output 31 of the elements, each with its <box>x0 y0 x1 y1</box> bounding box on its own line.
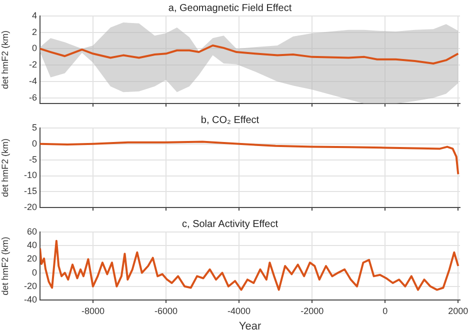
y-tick-label: -6 <box>28 92 37 102</box>
y-axis-title: det hmF2 (km) <box>0 236 10 296</box>
chart-title: c, Solar Activity Effect <box>182 218 278 230</box>
y-tick-label: 0 <box>32 138 37 148</box>
x-tick-label: -4000 <box>228 306 251 316</box>
x-tick-label: -6000 <box>154 306 178 316</box>
y-tick-label: -15 <box>24 186 37 196</box>
y-tick-label: 60 <box>26 226 37 236</box>
chart-title: a, Geomagnetic Field Effect <box>168 2 292 14</box>
y-axis-title: det hmF2 (km) <box>0 138 10 198</box>
y-tick-label: 5 <box>32 122 37 132</box>
y-tick-label: -4 <box>28 76 37 86</box>
y-tick-label: -20 <box>24 202 37 212</box>
x-tick-label: -8000 <box>81 306 104 316</box>
y-tick-label: -40 <box>24 294 37 304</box>
y-tick-label: 40 <box>26 240 37 250</box>
chart-title: b, CO₂ Effect <box>200 114 260 126</box>
y-tick-label: 0 <box>32 267 37 278</box>
y-tick-label: -2 <box>28 60 37 70</box>
y-tick-label: 0 <box>32 43 37 54</box>
y-tick-label: 4 <box>32 10 37 20</box>
x-axis-title: Year <box>238 320 262 332</box>
y-tick-label: -10 <box>24 170 37 180</box>
y-tick-label: 2 <box>32 26 37 37</box>
y-tick-label: -5 <box>28 154 37 164</box>
y-tick-label: 20 <box>26 254 37 264</box>
x-tick-label: -2000 <box>300 306 324 316</box>
y-tick-label: -20 <box>24 280 37 291</box>
y-axis-title: det hmF2 (km) <box>0 30 10 90</box>
x-tick-label: 2000 <box>448 306 468 316</box>
x-tick-label: 0 <box>382 306 388 316</box>
